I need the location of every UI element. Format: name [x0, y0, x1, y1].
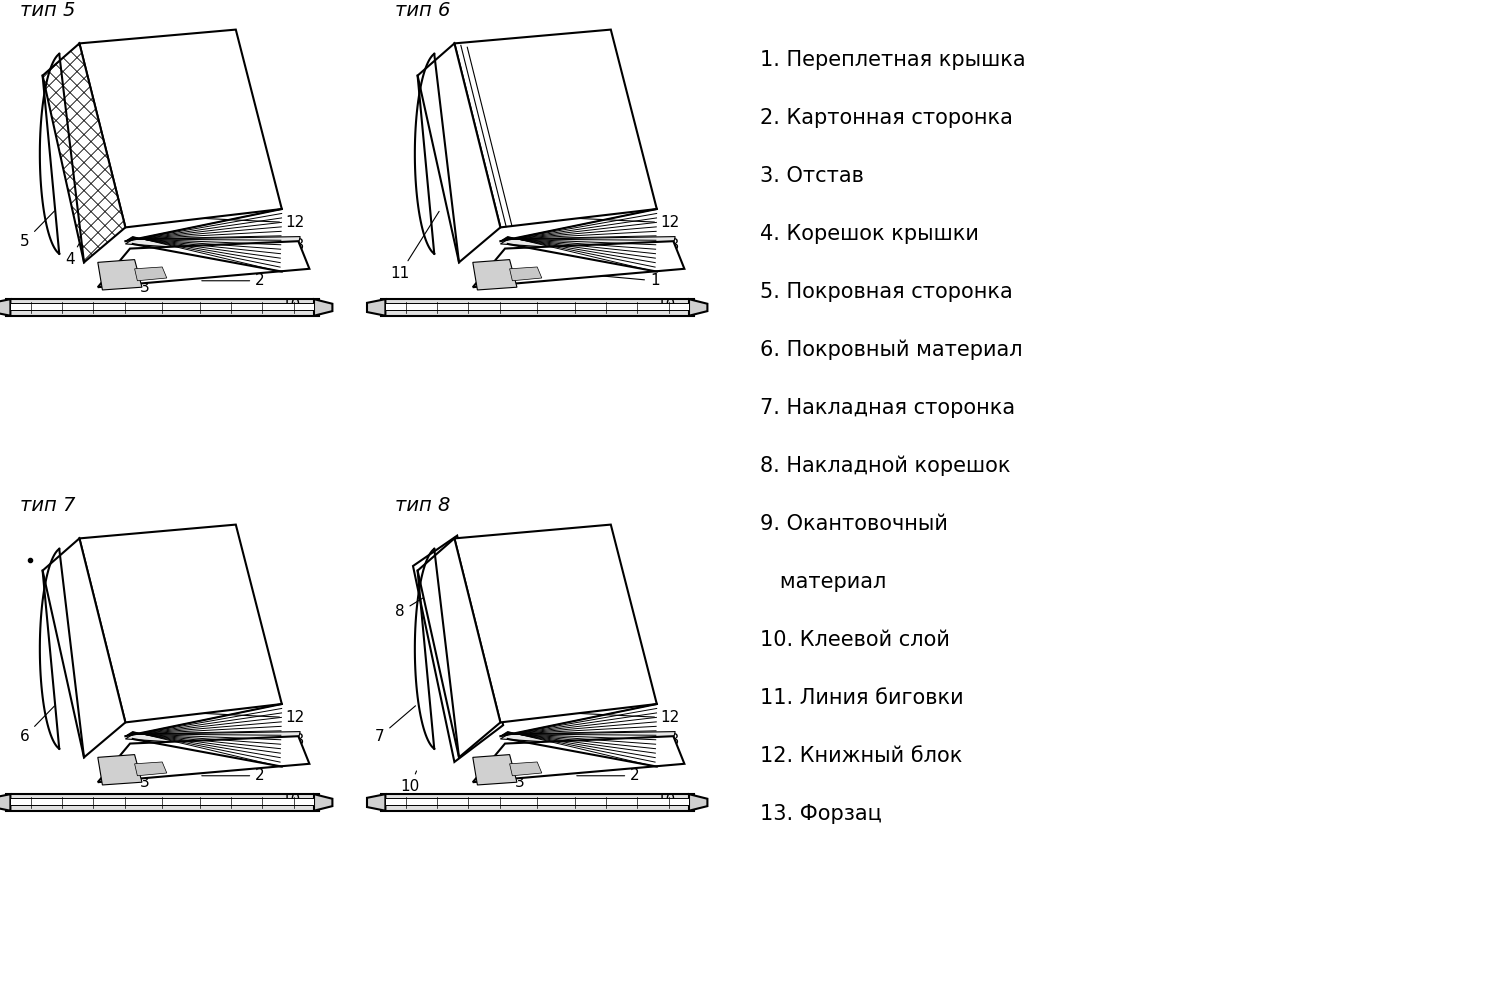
Polygon shape [472, 241, 684, 287]
Text: 10: 10 [282, 793, 302, 808]
Polygon shape [135, 762, 166, 776]
Polygon shape [80, 525, 282, 723]
Polygon shape [510, 267, 542, 280]
Text: 13: 13 [202, 238, 304, 253]
Text: 4. Корешок крышки: 4. Корешок крышки [760, 224, 980, 244]
Text: 9. Окантовочный: 9. Окантовочный [760, 514, 948, 534]
Text: 11. Линия биговки: 11. Линия биговки [760, 688, 963, 708]
Polygon shape [314, 299, 333, 315]
Polygon shape [368, 794, 386, 811]
Polygon shape [98, 241, 309, 287]
Polygon shape [501, 236, 675, 255]
Bar [10, 798, 314, 805]
Text: 7. Накладная сторонка: 7. Накладная сторонка [760, 398, 1016, 418]
Text: 10. Клеевой слой: 10. Клеевой слой [760, 630, 950, 650]
Text: 10: 10 [400, 771, 420, 795]
Polygon shape [42, 539, 126, 758]
Text: 6: 6 [20, 706, 54, 744]
Text: 8. Накладной корешок: 8. Накладной корешок [760, 456, 1011, 476]
Text: 8: 8 [394, 586, 442, 620]
Polygon shape [454, 525, 657, 723]
Text: тип 7: тип 7 [20, 496, 75, 515]
Polygon shape [472, 755, 518, 785]
Text: 13. Форзац: 13. Форзац [760, 804, 882, 824]
Polygon shape [80, 30, 282, 227]
Text: тип 6: тип 6 [394, 1, 450, 20]
Text: тип 8: тип 8 [394, 496, 450, 515]
Text: 11: 11 [390, 211, 439, 281]
Polygon shape [126, 732, 300, 750]
Polygon shape [454, 30, 657, 227]
Polygon shape [98, 755, 142, 785]
Text: 10: 10 [657, 793, 676, 808]
Polygon shape [472, 736, 684, 782]
Text: 2: 2 [202, 768, 266, 783]
Text: 5. Покровная сторонка: 5. Покровная сторонка [760, 282, 1012, 302]
Polygon shape [381, 299, 693, 315]
Polygon shape [42, 43, 126, 262]
Polygon shape [126, 236, 300, 255]
Text: 13: 13 [202, 734, 304, 749]
Text: 3: 3 [128, 766, 150, 790]
Bar [386, 303, 688, 310]
Text: 12: 12 [202, 711, 304, 726]
Text: 1: 1 [578, 273, 660, 288]
Text: 2. Картонная сторонка: 2. Картонная сторонка [760, 108, 1012, 128]
Text: 5: 5 [20, 211, 54, 248]
Polygon shape [688, 794, 708, 811]
Polygon shape [417, 539, 501, 758]
Polygon shape [6, 794, 318, 811]
Text: 2: 2 [578, 768, 640, 783]
Polygon shape [6, 299, 318, 315]
Polygon shape [314, 794, 333, 811]
Text: 12: 12 [578, 215, 680, 230]
Polygon shape [98, 736, 309, 782]
Text: 3: 3 [503, 766, 525, 790]
Text: 3: 3 [128, 270, 150, 294]
Polygon shape [0, 299, 10, 315]
Polygon shape [98, 259, 142, 290]
Text: 10: 10 [657, 298, 676, 313]
Bar [10, 303, 314, 310]
Text: 6. Покровный материал: 6. Покровный материал [760, 340, 1023, 360]
Polygon shape [135, 267, 166, 280]
Text: материал: материал [760, 572, 886, 592]
Text: 2: 2 [202, 273, 266, 288]
Polygon shape [510, 762, 542, 776]
Polygon shape [368, 299, 386, 315]
Polygon shape [417, 43, 501, 262]
Text: 10: 10 [282, 298, 302, 313]
Text: 3. Отстав: 3. Отстав [760, 166, 864, 186]
Text: 13: 13 [578, 734, 680, 749]
Polygon shape [688, 299, 708, 315]
Polygon shape [501, 732, 675, 750]
Text: 12: 12 [578, 711, 680, 726]
Polygon shape [413, 536, 503, 762]
Polygon shape [472, 259, 518, 290]
Bar [386, 798, 688, 805]
Text: 1. Переплетная крышка: 1. Переплетная крышка [760, 50, 1026, 70]
Polygon shape [381, 794, 693, 811]
Text: 4: 4 [64, 230, 87, 267]
Text: 7: 7 [375, 706, 416, 744]
Text: 12: 12 [202, 215, 304, 230]
Text: 13: 13 [578, 238, 680, 253]
Text: тип 5: тип 5 [20, 1, 75, 20]
Text: 12. Книжный блок: 12. Книжный блок [760, 746, 963, 766]
Polygon shape [0, 794, 10, 811]
